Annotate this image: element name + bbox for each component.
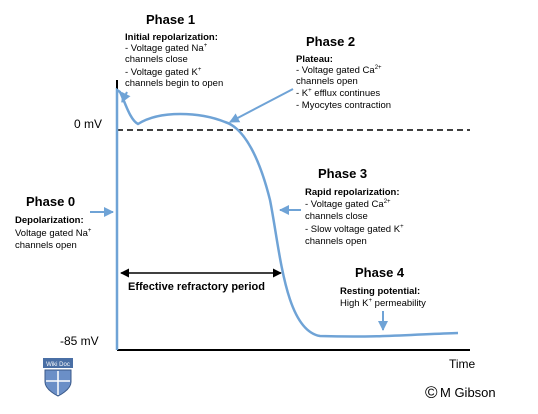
phase-2-block: Phase 2 Plateau: - Voltage gated Ca2+ ch… — [296, 34, 391, 111]
phase-3-line: channels close — [305, 211, 368, 222]
phase-1-line: - Voltage gated Na+ — [125, 43, 208, 54]
phase-1-title: Phase 1 — [146, 12, 195, 27]
phase-3-block: Phase 3 Rapid repolarization: - Voltage … — [305, 166, 404, 247]
phase-0-block: Phase 0 Depolarization: Voltage gated Na… — [15, 194, 92, 251]
phase-1-arrow — [121, 91, 131, 103]
phase-1-subtitle: Initial repolarization: — [125, 32, 218, 43]
phase-1-line: - Voltage gated K+ — [125, 67, 202, 78]
phase-4-subtitle: Resting potential: — [340, 286, 420, 297]
zero-mv-label: 0 mV — [74, 117, 102, 131]
phase-2-line: - Voltage gated Ca2+ — [296, 65, 382, 76]
copyright-symbol: © — [425, 383, 438, 402]
phase-3-line: - Voltage gated Ca2+ — [305, 199, 391, 210]
phase-3-line: - Slow voltage gated K+ — [305, 224, 404, 235]
logo-banner — [43, 358, 73, 368]
phase-4-block: Phase 4 Resting potential: High K+ perme… — [340, 265, 426, 309]
erp-label: Effective refractory period — [128, 281, 265, 293]
phase-2-arrow — [229, 88, 294, 123]
phase-0-line: channels open — [15, 240, 77, 251]
phase-2-subtitle: Plateau: — [296, 54, 333, 65]
time-axis-label: Time — [449, 357, 476, 371]
phase-2-line: - K+ efflux continues — [296, 88, 380, 99]
logo-text: Wiki Doc — [46, 362, 70, 368]
phase-0-line: Voltage gated Na+ — [15, 228, 92, 239]
phase-0-subtitle: Depolarization: — [15, 215, 84, 226]
phase-2-line: - Myocytes contraction — [296, 100, 391, 111]
phase-1-line: channels close — [125, 54, 188, 65]
phase-1-line: channels begin to open — [125, 78, 223, 89]
action-potential-curve — [115, 87, 459, 350]
phase-3-subtitle: Rapid repolarization: — [305, 187, 399, 198]
rest-mv-label: -85 mV — [60, 334, 99, 348]
phase-1-block: Phase 1 Initial repolarization: - Voltag… — [125, 12, 223, 89]
phase-3-title: Phase 3 — [318, 166, 367, 181]
phase-2-line: channels open — [296, 76, 358, 87]
wikidoc-logo: Wiki Doc — [43, 358, 73, 397]
phase-2-title: Phase 2 — [306, 34, 355, 49]
phase-4-title: Phase 4 — [355, 265, 405, 280]
phase-0-title: Phase 0 — [26, 194, 75, 209]
phase-3-line: channels open — [305, 236, 367, 247]
phase-4-line: High K+ permeability — [340, 298, 426, 309]
author-credit: M Gibson — [440, 385, 496, 400]
